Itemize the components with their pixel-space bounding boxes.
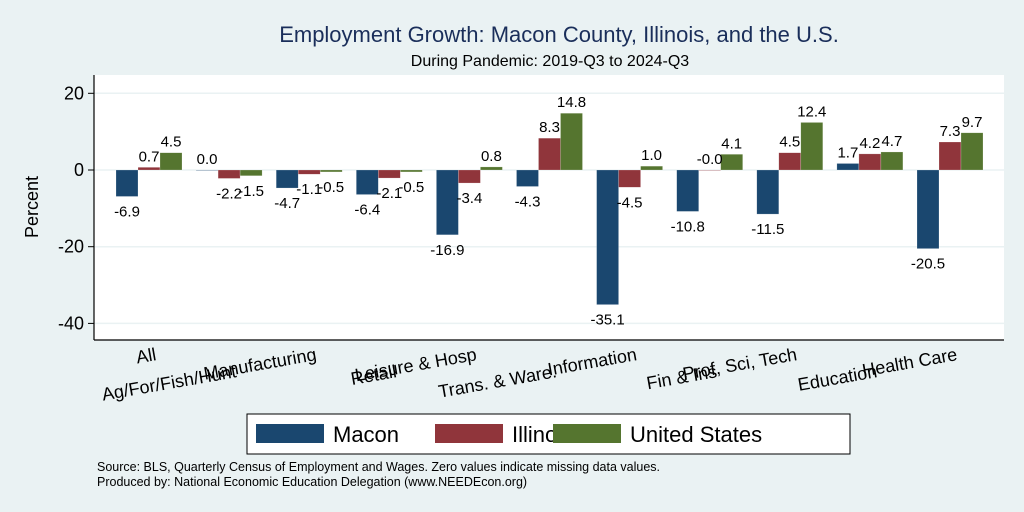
bar-macon xyxy=(275,169,299,189)
y-tick-label: 20 xyxy=(64,83,84,103)
y-tick-label: -40 xyxy=(58,313,84,333)
chart-title: Employment Growth: Macon County, Illinoi… xyxy=(279,22,839,47)
bar-united-states xyxy=(480,166,503,171)
bar-united-states xyxy=(159,152,183,171)
data-label: 4.1 xyxy=(721,135,742,152)
y-axis-title: Percent xyxy=(22,176,42,238)
data-label: 4.2 xyxy=(859,135,880,152)
source-note: Source: BLS, Quarterly Census of Employm… xyxy=(97,460,660,474)
data-label: 0.7 xyxy=(139,148,160,165)
bar-macon xyxy=(115,169,139,197)
bar-illinois xyxy=(618,169,641,188)
category-label: All xyxy=(135,344,158,367)
bar-macon xyxy=(916,169,940,249)
legend-label: United States xyxy=(630,422,762,447)
data-label: 12.4 xyxy=(797,103,826,120)
data-label: -4.3 xyxy=(515,193,541,210)
data-label: -3.4 xyxy=(456,190,482,207)
data-label: -2.1 xyxy=(376,185,402,202)
category-label: Manufacturing xyxy=(202,344,318,384)
bar-illinois xyxy=(217,169,241,179)
bar-united-states xyxy=(319,169,343,173)
data-label: 4.5 xyxy=(161,134,182,151)
bar-united-states xyxy=(720,154,743,171)
plot-area xyxy=(94,75,1004,340)
bar-illinois xyxy=(378,169,401,179)
data-label: 0.0 xyxy=(197,151,218,168)
legend-swatch-macon xyxy=(256,424,324,443)
bar-macon xyxy=(195,169,219,171)
produced-by-note: Produced by: National Economic Education… xyxy=(97,475,527,489)
y-ticks: 20 0 -20 -40 xyxy=(58,83,94,333)
data-label: 4.7 xyxy=(881,133,902,150)
bar-united-states xyxy=(880,151,904,171)
data-label: 4.5 xyxy=(779,134,800,151)
bar-macon xyxy=(836,163,860,171)
legend: Macon Illinois United States xyxy=(246,413,851,455)
bar-illinois xyxy=(538,137,561,171)
bar-macon xyxy=(596,169,619,305)
bar-united-states xyxy=(640,165,663,171)
data-label: 9.7 xyxy=(962,114,983,131)
data-label: 0.8 xyxy=(481,148,502,165)
bar-macon xyxy=(356,169,379,195)
bars xyxy=(115,112,984,305)
data-label: -20.5 xyxy=(911,256,945,273)
legend-box xyxy=(246,413,851,455)
bar-illinois xyxy=(458,169,481,184)
data-label: -0.5 xyxy=(398,179,424,196)
bar-macon xyxy=(436,169,459,236)
bar-united-states xyxy=(960,132,984,171)
data-label: -35.1 xyxy=(590,312,624,329)
bar-illinois xyxy=(778,152,802,171)
data-label: -6.4 xyxy=(354,202,380,219)
bar-macon xyxy=(516,169,539,187)
chart-subtitle: During Pandemic: 2019-Q3 to 2024-Q3 xyxy=(411,53,689,70)
bar-united-states xyxy=(560,112,583,171)
bar-illinois xyxy=(297,169,321,175)
bar-macon xyxy=(676,169,699,212)
category-label: Health Care xyxy=(861,344,959,380)
data-label: -10.8 xyxy=(671,218,705,235)
data-label: -4.7 xyxy=(274,195,300,212)
bar-macon xyxy=(756,169,780,215)
bar-illinois xyxy=(938,141,962,171)
bar-united-states xyxy=(239,169,263,177)
bar-illinois xyxy=(858,153,882,171)
legend-label: Macon xyxy=(333,422,399,447)
data-label: 1.0 xyxy=(641,147,662,164)
data-label: -1.1 xyxy=(296,181,322,198)
bar-illinois xyxy=(137,167,161,171)
bar-united-states xyxy=(800,122,824,171)
data-label: -6.9 xyxy=(114,203,140,220)
bar-united-states xyxy=(400,169,423,173)
data-label: -16.9 xyxy=(430,242,464,259)
data-label: -1.5 xyxy=(238,183,264,200)
data-label: -11.5 xyxy=(751,221,784,238)
bar-illinois xyxy=(698,169,721,171)
category-label: Information xyxy=(546,344,638,379)
data-label: 1.7 xyxy=(837,144,858,161)
y-tick-label: 0 xyxy=(74,160,84,180)
category-label: Prof, Sci, Tech xyxy=(681,344,798,384)
y-tick-label: -20 xyxy=(58,237,84,257)
data-labels: -6.9 0.0 -4.7 -6.4 -16.9 -4.3 -35.1 -10.8 -11.5 1… xyxy=(114,94,982,328)
data-label: 8.3 xyxy=(539,119,560,136)
data-label: -0.5 xyxy=(318,179,344,196)
data-label: -2.2 xyxy=(216,185,242,202)
data-label: -4.5 xyxy=(617,194,643,211)
data-label: -0.0 xyxy=(697,151,723,168)
data-label: 14.8 xyxy=(557,94,586,111)
legend-swatch-united-states xyxy=(553,424,621,443)
data-label: 7.3 xyxy=(940,123,961,140)
legend-swatch-illinois xyxy=(435,424,503,443)
